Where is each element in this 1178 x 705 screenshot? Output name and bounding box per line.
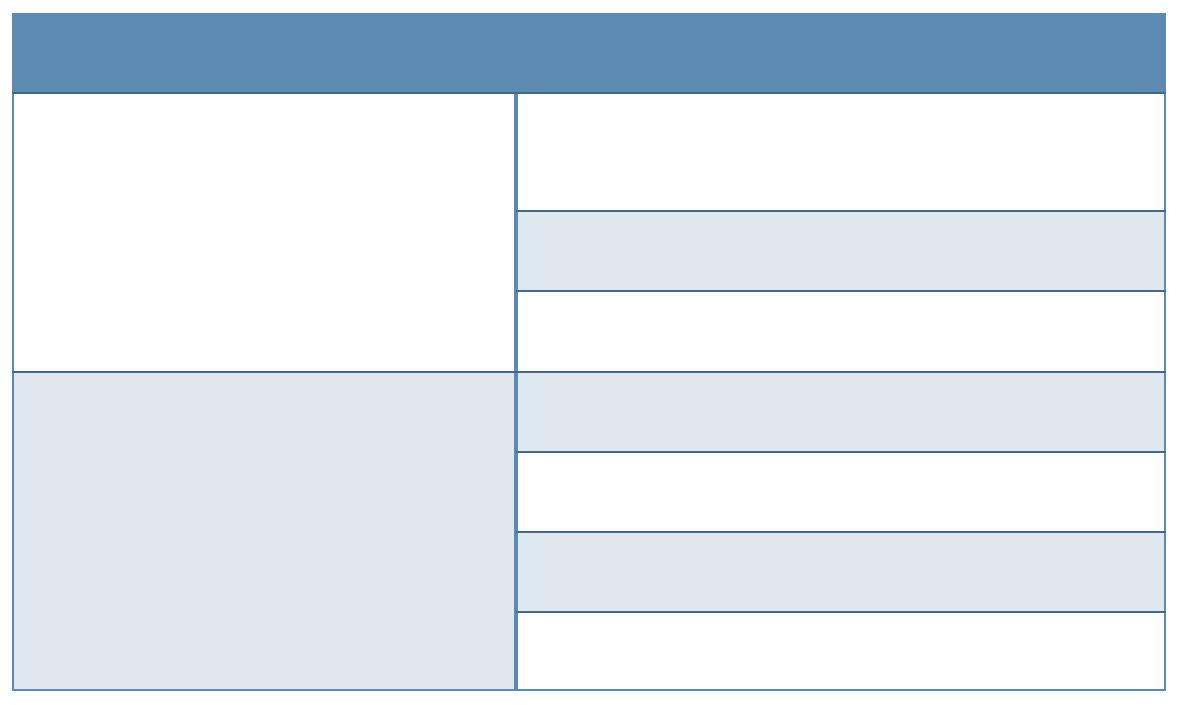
row-divider (516, 531, 1166, 533)
table-cell (516, 291, 1166, 372)
row-divider (516, 611, 1166, 613)
row-divider (516, 290, 1166, 292)
group-label-cell (12, 93, 516, 372)
table-cell (516, 532, 1166, 612)
table-cell (516, 452, 1166, 532)
group-label-cell (12, 372, 516, 691)
group-divider (12, 371, 1166, 373)
table-cell (516, 372, 1166, 452)
row-divider (516, 451, 1166, 453)
row-divider (516, 210, 1166, 212)
header-divider (12, 92, 1166, 94)
table-bottom-border (12, 689, 1166, 691)
table-cell (516, 612, 1166, 691)
table-cell (516, 211, 1166, 291)
table-header (12, 13, 1166, 93)
table-cell (516, 93, 1166, 211)
